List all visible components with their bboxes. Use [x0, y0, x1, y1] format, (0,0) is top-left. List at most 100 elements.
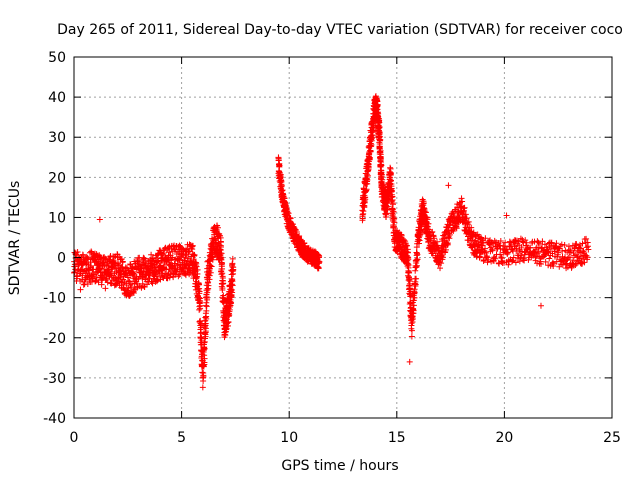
data-point — [127, 261, 134, 268]
data-point — [194, 266, 201, 273]
data-point — [127, 261, 134, 268]
data-point — [285, 210, 292, 217]
data-point — [542, 258, 549, 265]
y-tick-label: 10 — [48, 210, 66, 226]
data-point — [482, 235, 489, 242]
data-point — [390, 208, 397, 215]
data-point — [510, 254, 517, 261]
data-point — [74, 249, 81, 255]
data-point — [408, 327, 415, 334]
data-point — [316, 258, 323, 265]
data-point — [565, 243, 572, 250]
data-point — [315, 265, 322, 272]
data-point — [217, 244, 224, 251]
data-point — [98, 262, 105, 269]
data-point — [446, 235, 453, 242]
data-point — [535, 239, 542, 246]
data-point — [228, 299, 235, 306]
data-point — [405, 261, 412, 268]
data-point — [192, 274, 199, 281]
data-point — [80, 281, 87, 288]
data-point — [405, 256, 412, 263]
data-point — [77, 286, 84, 293]
data-point — [176, 271, 183, 278]
data-point — [513, 245, 520, 252]
data-point — [445, 225, 452, 232]
data-point — [220, 280, 227, 287]
data-point — [583, 235, 590, 242]
data-point — [561, 242, 568, 249]
data-point — [88, 262, 95, 269]
data-point — [492, 255, 499, 262]
data-point — [135, 275, 142, 282]
data-point — [387, 178, 394, 185]
data-point — [365, 164, 372, 171]
y-tick-label: 30 — [48, 130, 66, 146]
y-axis-label: SDTVAR / TECUs — [7, 181, 23, 296]
data-point — [504, 249, 511, 256]
data-point — [189, 246, 196, 253]
data-point — [407, 291, 414, 298]
data-point — [182, 272, 189, 279]
data-point — [198, 321, 205, 328]
data-point — [497, 237, 504, 244]
data-point — [411, 294, 418, 301]
data-points — [71, 93, 592, 391]
data-point — [579, 240, 586, 247]
data-point — [400, 236, 407, 243]
data-point — [376, 124, 383, 131]
data-point — [160, 249, 167, 256]
data-point — [509, 257, 516, 264]
data-point — [207, 262, 214, 269]
data-point — [551, 248, 558, 255]
data-point — [537, 260, 544, 267]
data-point — [450, 210, 457, 217]
x-tick-label: 20 — [495, 430, 513, 446]
data-point — [417, 229, 424, 236]
data-point — [413, 262, 420, 269]
data-point — [585, 246, 592, 253]
data-point — [534, 238, 541, 245]
y-tick-label: 20 — [48, 170, 66, 186]
data-point — [531, 238, 538, 245]
data-point — [127, 284, 134, 291]
data-point — [459, 198, 466, 205]
data-point — [363, 186, 370, 193]
data-point — [567, 248, 574, 255]
data-point — [130, 270, 137, 277]
data-point — [374, 101, 381, 108]
data-point — [84, 255, 91, 262]
data-point — [497, 251, 504, 258]
x-tick-label: 10 — [280, 430, 298, 446]
data-point — [179, 245, 186, 252]
data-point — [154, 277, 161, 284]
data-point — [411, 289, 418, 296]
data-point — [434, 244, 441, 251]
data-point — [389, 201, 396, 208]
data-point — [223, 325, 230, 332]
data-point — [536, 240, 543, 247]
data-point — [532, 257, 539, 264]
data-point — [361, 203, 368, 210]
data-point — [534, 250, 541, 257]
data-point — [539, 238, 546, 245]
data-point — [120, 282, 127, 289]
data-point — [446, 231, 453, 238]
data-point — [501, 259, 508, 266]
data-point — [205, 282, 212, 289]
x-axis-label: GPS time / hours — [281, 458, 398, 474]
data-point — [444, 240, 451, 247]
data-point — [545, 249, 552, 256]
data-point — [414, 256, 421, 263]
data-point — [429, 228, 436, 235]
data-point — [384, 203, 391, 210]
data-point — [148, 251, 155, 258]
data-point — [166, 249, 173, 256]
data-point — [438, 253, 445, 260]
data-point — [229, 282, 236, 289]
data-point — [201, 339, 208, 346]
data-point — [387, 170, 394, 177]
data-point — [541, 241, 548, 248]
data-point — [516, 258, 523, 265]
data-point — [364, 172, 371, 179]
